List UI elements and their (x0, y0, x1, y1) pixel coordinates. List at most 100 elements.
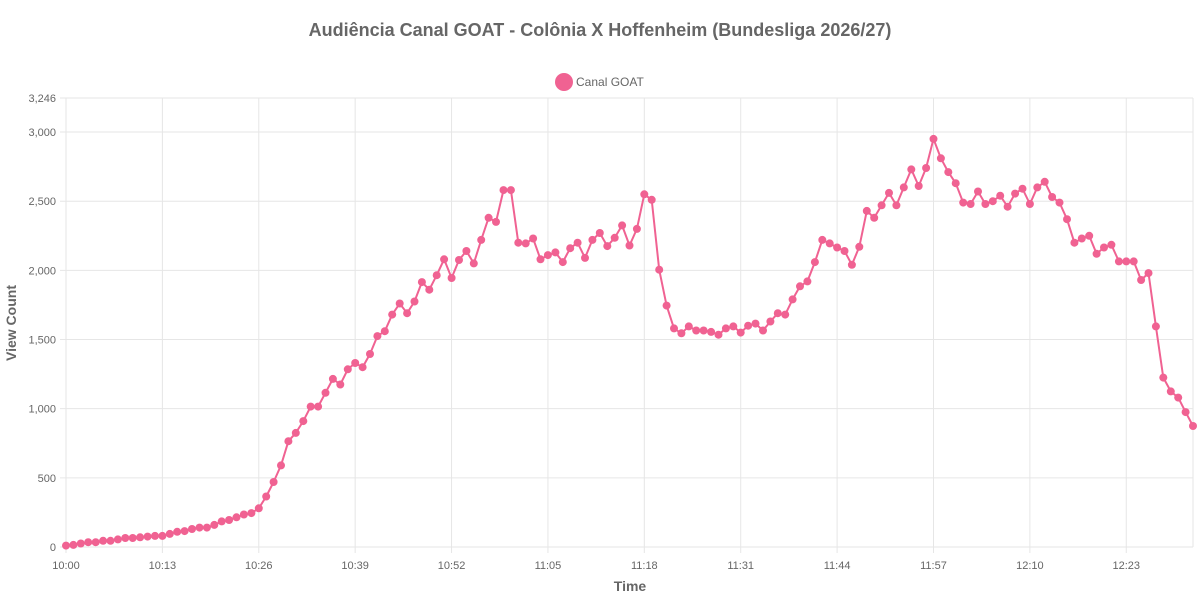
data-point[interactable] (247, 509, 256, 518)
data-point[interactable] (425, 285, 434, 294)
data-point[interactable] (988, 197, 997, 206)
data-point[interactable] (847, 260, 856, 269)
data-point[interactable] (521, 239, 530, 248)
data-point[interactable] (773, 309, 782, 318)
data-point[interactable] (99, 536, 108, 545)
data-point[interactable] (1151, 322, 1160, 331)
data-point[interactable] (499, 186, 508, 195)
data-point[interactable] (284, 437, 293, 446)
data-point[interactable] (1174, 393, 1183, 402)
data-point[interactable] (707, 327, 716, 336)
data-point[interactable] (922, 164, 931, 172)
data-point[interactable] (121, 534, 130, 542)
data-point[interactable] (1107, 240, 1116, 249)
data-point[interactable] (1033, 183, 1042, 192)
data-point[interactable] (581, 253, 589, 262)
data-point[interactable] (358, 363, 367, 372)
data-point[interactable] (981, 200, 990, 208)
data-point[interactable] (210, 520, 219, 529)
data-point[interactable] (862, 206, 871, 215)
data-point[interactable] (595, 229, 604, 237)
data-point[interactable] (877, 201, 886, 210)
data-point[interactable] (825, 239, 834, 248)
data-point[interactable] (380, 327, 389, 336)
data-point[interactable] (914, 182, 923, 190)
data-point[interactable] (462, 247, 471, 255)
data-point[interactable] (840, 247, 849, 255)
data-point[interactable] (1048, 193, 1057, 201)
data-point[interactable] (951, 179, 960, 188)
data-point[interactable] (1122, 257, 1131, 266)
data-point[interactable] (721, 324, 730, 333)
data-point[interactable] (855, 242, 864, 251)
data-point[interactable] (269, 478, 278, 486)
data-point[interactable] (692, 326, 701, 335)
data-point[interactable] (232, 513, 241, 522)
data-point[interactable] (543, 251, 552, 260)
data-point[interactable] (944, 168, 953, 177)
data-point[interactable] (314, 402, 323, 411)
data-point[interactable] (1040, 177, 1049, 186)
data-point[interactable] (351, 359, 360, 367)
data-point[interactable] (818, 235, 827, 244)
data-point[interactable] (625, 241, 634, 250)
data-point[interactable] (91, 538, 100, 547)
data-point[interactable] (788, 295, 797, 304)
data-point[interactable] (1003, 202, 1012, 211)
data-point[interactable] (299, 417, 308, 426)
data-point[interactable] (744, 321, 753, 330)
data-point[interactable] (469, 259, 478, 268)
data-point[interactable] (165, 529, 174, 538)
data-point[interactable] (677, 329, 686, 338)
data-point[interactable] (410, 297, 419, 306)
data-point[interactable] (1144, 269, 1153, 278)
data-point[interactable] (929, 134, 938, 143)
data-point[interactable] (291, 428, 300, 437)
data-point[interactable] (1100, 243, 1108, 252)
data-point[interactable] (180, 527, 189, 536)
data-point[interactable] (158, 531, 167, 540)
data-point[interactable] (536, 255, 545, 264)
data-point[interactable] (432, 271, 441, 280)
data-point[interactable] (1159, 373, 1168, 382)
data-point[interactable] (455, 256, 463, 264)
data-point[interactable] (551, 248, 560, 257)
data-point[interactable] (529, 234, 538, 243)
data-point[interactable] (217, 517, 226, 526)
data-point[interactable] (366, 350, 374, 358)
data-point[interactable] (1077, 234, 1086, 243)
data-point[interactable] (440, 255, 449, 264)
data-point[interactable] (699, 326, 708, 335)
data-point[interactable] (885, 188, 893, 197)
data-point[interactable] (662, 301, 671, 310)
data-point[interactable] (188, 525, 196, 533)
data-point[interactable] (328, 374, 337, 383)
data-point[interactable] (959, 198, 968, 207)
data-point[interactable] (395, 299, 404, 308)
data-point[interactable] (1166, 387, 1175, 396)
data-point[interactable] (128, 534, 137, 542)
data-point[interactable] (69, 540, 78, 549)
legend[interactable]: Canal GOAT (555, 73, 644, 91)
data-point[interactable] (484, 213, 493, 222)
data-point[interactable] (76, 539, 85, 548)
data-point[interactable] (1114, 257, 1123, 266)
data-point[interactable] (447, 274, 456, 282)
data-point[interactable] (277, 461, 285, 470)
data-point[interactable] (373, 332, 382, 341)
data-point[interactable] (113, 535, 122, 544)
data-point[interactable] (796, 282, 804, 291)
data-point[interactable] (262, 492, 271, 501)
data-point[interactable] (1055, 198, 1064, 207)
data-point[interactable] (751, 319, 760, 328)
data-point[interactable] (781, 310, 790, 319)
data-point[interactable] (1129, 257, 1138, 266)
data-point[interactable] (343, 365, 352, 374)
data-point[interactable] (403, 309, 412, 318)
data-point[interactable] (1018, 184, 1027, 193)
data-point[interactable] (151, 531, 159, 540)
data-point[interactable] (477, 235, 486, 244)
data-point[interactable] (907, 165, 916, 174)
data-point[interactable] (306, 402, 315, 411)
data-point[interactable] (136, 533, 145, 542)
